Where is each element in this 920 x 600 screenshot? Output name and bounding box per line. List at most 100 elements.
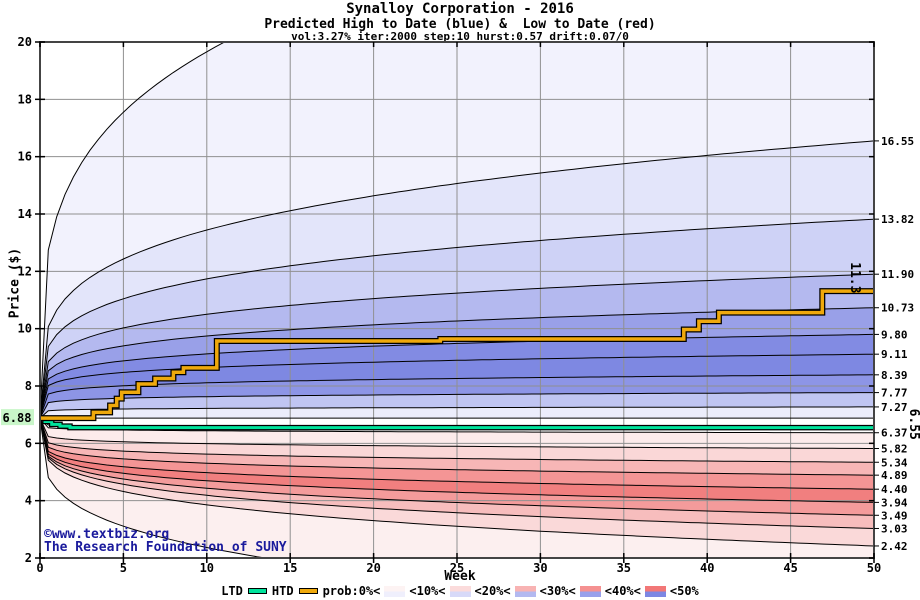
y-tick-label: 8 (25, 379, 32, 393)
probability-swatch-label: <10%< (409, 584, 446, 598)
low_fan-band (40, 418, 874, 503)
x-tick-label: 0 (36, 561, 43, 575)
x-tick-label: 40 (700, 561, 714, 575)
x-tick-label: 20 (366, 561, 380, 575)
band-value-label: 5.82 (881, 442, 908, 455)
y-tick-label: 20 (18, 35, 32, 49)
band-value-label: 4.40 (881, 483, 908, 496)
start-price-highlight (1, 409, 34, 426)
probability-swatch-label: <20%< (474, 584, 511, 598)
x-tick-label: 35 (617, 561, 631, 575)
band-value-label: 13.82 (881, 213, 914, 226)
band-value-label: 5.34 (881, 456, 908, 469)
x-tick-label: 45 (783, 561, 797, 575)
htd-final-label: 11.3 (847, 262, 862, 293)
band-value-label: 9.80 (881, 328, 908, 341)
high_fan-curve (40, 273, 874, 419)
probability-swatch (449, 585, 471, 597)
x-tick-label: 50 (867, 561, 881, 575)
band-value-label: 4.89 (881, 469, 908, 482)
low_fan-curve (40, 417, 874, 516)
band-value-label: 2.42 (881, 540, 908, 553)
high_fan-curve (40, 42, 226, 419)
high_fan-curve (40, 218, 874, 419)
band-value-label: 6.37 (881, 427, 908, 440)
band-value-label: 3.49 (881, 509, 908, 522)
band-value-label: 3.94 (881, 496, 908, 509)
low_fan-curve (40, 417, 874, 476)
probability-swatch-label: <40%< (604, 584, 641, 598)
legend-htd-label: HTD (271, 584, 294, 598)
probability-swatch (384, 585, 406, 597)
legend: LTD HTD prob:0%< <10%< <20%< <30%< <40%< <50… (0, 584, 920, 598)
low_fan-curve (40, 417, 874, 449)
band-value-label: 3.03 (881, 522, 908, 535)
probability-swatch (579, 585, 601, 597)
probability-swatch (644, 585, 666, 597)
probability-swatch (514, 585, 536, 597)
percentile-curves (40, 42, 874, 558)
high_fan-curve (40, 140, 874, 419)
legend-probability-swatches: <10%< <20%< <30%< <40%< <50% (383, 584, 699, 598)
high_fan-curve (40, 374, 874, 419)
band-value-label: 16.55 (881, 135, 914, 148)
high_fan-band (40, 334, 874, 419)
copyright-link[interactable]: ©www.textbiz.org (44, 527, 170, 542)
x-tick-label: 15 (283, 561, 297, 575)
low_fan-curve (40, 417, 874, 463)
high_fan-band (40, 354, 874, 419)
high_fan-band (40, 140, 874, 419)
x-axis-title: Week (444, 569, 476, 584)
htd-line (40, 289, 874, 420)
x-tick-label: 25 (450, 561, 464, 575)
high_fan-curve (40, 392, 874, 419)
x-tick-label: 10 (200, 561, 214, 575)
high_fan-curve (40, 353, 874, 419)
probability-swatch-label: <30%< (539, 584, 576, 598)
band-value-label: 8.39 (881, 369, 908, 382)
y-tick-label: 6 (25, 436, 32, 450)
y-tick-label: 18 (18, 92, 32, 106)
chart-subtitle: Predicted High to Date (blue) & Low to D… (264, 17, 656, 32)
band-value-label: 10.73 (881, 302, 914, 315)
low_fan-band (40, 418, 874, 490)
x-tick-label: 30 (533, 561, 547, 575)
chart-params: vol:3.27% iter:2000 step:10 hurst:0.57 d… (291, 30, 629, 43)
chart-title: Synalloy Corporation - 2016 (346, 1, 574, 17)
start-price-label: 6.88 (3, 411, 32, 425)
band-value-label: 7.77 (881, 387, 908, 400)
band-value-label: 11.90 (881, 268, 914, 281)
probability-swatch-label: <50% (669, 584, 699, 598)
low_fan-curve (40, 417, 874, 503)
ltd-final-label: 6.55 (906, 409, 920, 440)
high_fan-curve (40, 406, 874, 419)
band-value-label: 9.11 (881, 348, 908, 361)
high_fan-curve (40, 333, 874, 419)
legend-ltd-label: LTD (221, 584, 243, 598)
y-axis-title: Price ($) (7, 247, 23, 319)
high_fan-band (40, 274, 874, 419)
attribution-text: The Research Foundation of SUNY (44, 540, 287, 555)
band-value-label: 7.27 (881, 401, 908, 414)
low_fan-curve (40, 417, 874, 490)
x-tick-label: 5 (120, 561, 127, 575)
y-tick-label: 12 (18, 264, 32, 278)
low_fan-curve (40, 417, 874, 434)
low_fan-band (40, 418, 874, 463)
high_fan-band (40, 219, 874, 419)
axis-ticks (35, 41, 875, 563)
y-tick-label: 10 (18, 322, 32, 336)
low_fan-curve (40, 417, 874, 529)
legend-prob-label: prob:0%< (322, 584, 381, 598)
high_fan-band (40, 307, 874, 419)
high_fan-band (40, 42, 874, 419)
y-tick-label: 4 (25, 494, 32, 508)
y-tick-label: 14 (18, 207, 32, 221)
y-tick-label: 2 (25, 551, 32, 565)
low_fan-band (40, 418, 874, 558)
low_fan-curve (40, 418, 874, 547)
y-tick-label: 16 (18, 150, 32, 164)
legend-ltd-swatch (247, 588, 267, 594)
